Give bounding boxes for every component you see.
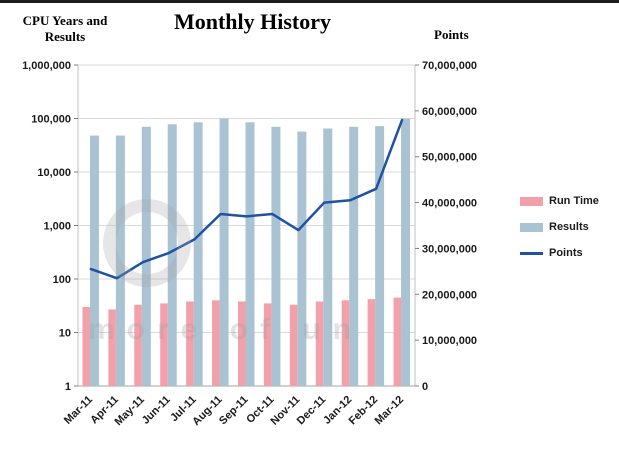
svg-text:1,000,000: 1,000,000 [22, 60, 71, 72]
legend-label: Points [549, 247, 583, 259]
svg-text:Jun-11: Jun-11 [140, 394, 173, 427]
left-axis-title-line1: CPU Years and [22, 13, 108, 28]
svg-text:10: 10 [59, 328, 71, 340]
svg-text:0: 0 [422, 381, 428, 393]
svg-text:Mar-12: Mar-12 [373, 394, 407, 428]
svg-text:30,000,000: 30,000,000 [422, 243, 477, 255]
chart-canvas: 1,000,000 100,000 10,000 1,000 100 10 1 70,000,… [22, 60, 477, 428]
svg-text:100: 100 [53, 274, 71, 286]
svg-text:Dec-11: Dec-11 [295, 394, 329, 428]
legend-line-swatch-icon [520, 251, 543, 255]
svg-text:10,000: 10,000 [37, 167, 71, 179]
legend-bar-swatch-icon [520, 196, 543, 206]
svg-text:60,000,000: 60,000,000 [422, 106, 477, 118]
svg-text:Mar-11: Mar-11 [62, 394, 95, 427]
legend-label: Run Time [549, 195, 599, 207]
legend-bar-swatch-icon [520, 222, 543, 232]
svg-text:Sep-11: Sep-11 [217, 394, 251, 428]
left-axis-title-line2: Results [44, 29, 86, 44]
legend-item-points: Points [520, 247, 616, 259]
svg-text:20,000,000: 20,000,000 [422, 289, 477, 301]
chart-title: Monthly History [173, 9, 332, 34]
right-axis-title: Points [434, 27, 469, 42]
svg-text:50,000,000: 50,000,000 [422, 152, 477, 164]
svg-text:1: 1 [65, 381, 71, 393]
legend-item-results: Results [520, 221, 616, 233]
svg-text:1,000: 1,000 [43, 221, 71, 233]
chart-legend: Run Time Results Points [520, 195, 616, 273]
svg-text:10,000,000: 10,000,000 [422, 335, 477, 347]
legend-label: Results [549, 221, 589, 233]
svg-text:100,000: 100,000 [31, 114, 71, 126]
svg-text:70,000,000: 70,000,000 [422, 60, 477, 72]
left-axis-title: CPU Years and Results [6, 13, 124, 45]
svg-text:40,000,000: 40,000,000 [422, 198, 477, 210]
legend-item-run-time: Run Time [520, 195, 616, 207]
